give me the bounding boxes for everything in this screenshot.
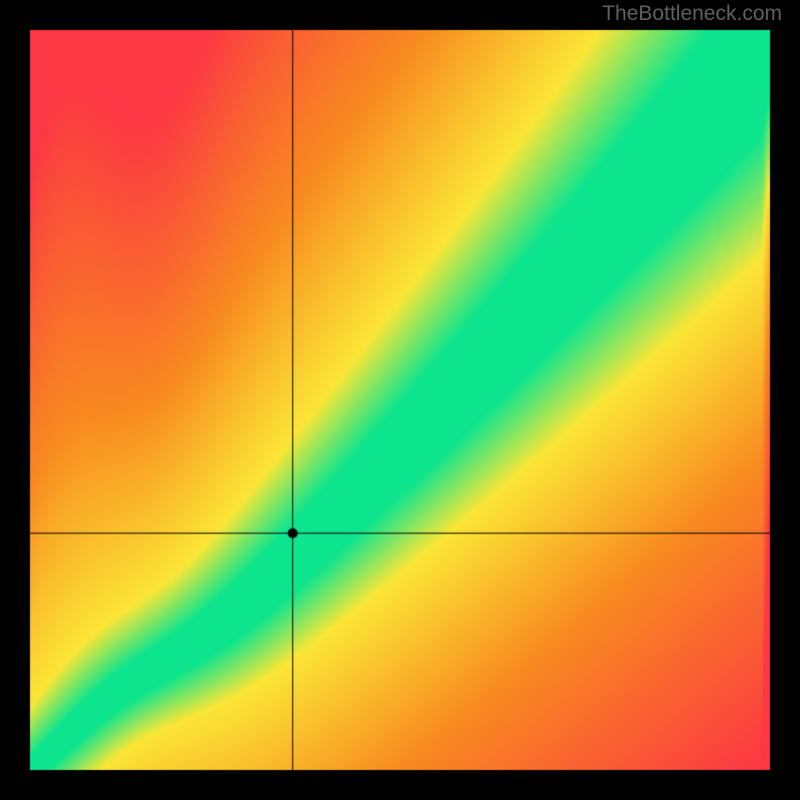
heatmap-canvas xyxy=(0,0,800,800)
chart-container: TheBottleneck.com xyxy=(0,0,800,800)
watermark-text: TheBottleneck.com xyxy=(602,2,782,26)
